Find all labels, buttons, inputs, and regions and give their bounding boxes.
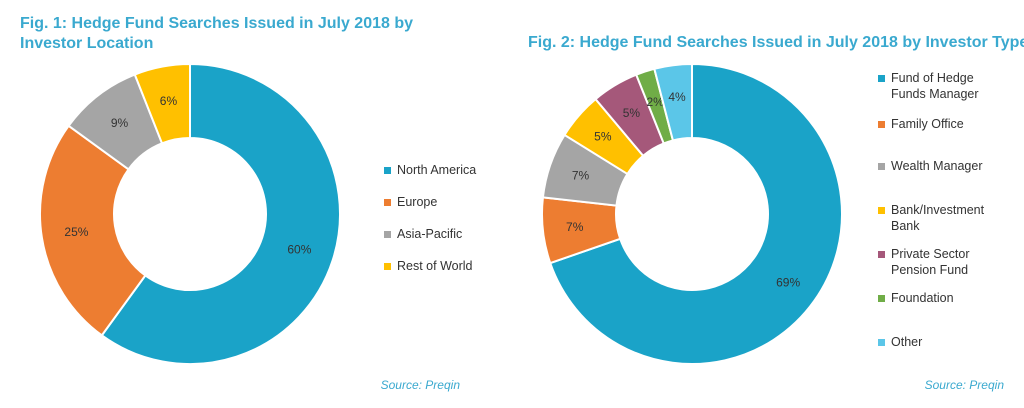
chart-2-title: Fig. 2: Hedge Fund Searches Issued in Ju… [528, 34, 1024, 51]
legend-swatch [384, 231, 391, 238]
legend-label: Wealth Manager [891, 159, 983, 173]
chart-1-slice-1 [39, 124, 147, 337]
legend-label: Rest of World [397, 259, 473, 273]
legend-label: Private Sector Pension Fund [891, 247, 970, 277]
chart-1-legend-item-3: Rest of World [384, 258, 473, 274]
chart-2-slice-0 [548, 62, 843, 365]
chart-2-source: Source: Preqin [924, 378, 1004, 392]
chart-1-title: Fig. 1: Hedge Fund Searches Issued in Ju… [20, 15, 414, 52]
legend-label: Family Office [891, 117, 964, 131]
chart-1-slice-0 [100, 62, 341, 365]
chart-1-source: Source: Preqin [380, 378, 460, 392]
chart-1-slice-label-3: 6% [160, 94, 178, 108]
legend-label: Foundation [891, 291, 954, 305]
chart-2-slice-label-1: 7% [566, 220, 584, 234]
legend-swatch [878, 75, 885, 82]
chart-2-legend-item-0: Fund of Hedge Funds Manager [878, 70, 979, 102]
chart-2-slice-label-0: 69% [776, 275, 800, 289]
legend-label: Europe [397, 195, 438, 209]
legend-swatch [878, 207, 885, 214]
chart-2-legend-item-1: Family Office [878, 116, 964, 132]
chart-1-slice-3 [133, 62, 191, 145]
chart-1-slice-label-0: 60% [287, 243, 311, 257]
chart-1-slice-label-2: 9% [111, 116, 129, 130]
legend-label: Asia-Pacific [397, 227, 463, 241]
chart-2-slice-label-5: 2% [647, 95, 665, 109]
chart-2-slice-label-6: 4% [668, 90, 686, 104]
legend-swatch [384, 263, 391, 270]
chart-2-legend-item-5: Foundation [878, 290, 954, 306]
chart-1-legend-item-1: Europe [384, 194, 437, 210]
chart-2-legend-item-6: Other [878, 334, 922, 350]
legend-swatch [384, 199, 391, 206]
legend-swatch [878, 339, 885, 346]
legend-swatch [878, 121, 885, 128]
legend-swatch [878, 163, 885, 170]
chart-2-legend-item-2: Wealth Manager [878, 158, 983, 174]
chart-2-slice-label-2: 7% [572, 168, 590, 182]
chart-2-slice-label-4: 5% [623, 106, 641, 120]
legend-swatch [878, 251, 885, 258]
legend-label: Bank/Investment Bank [891, 203, 985, 233]
legend-label: North America [397, 163, 477, 177]
chart-1-legend-item-2: Asia-Pacific [384, 226, 462, 242]
chart-2-legend-item-3: Bank/Investment Bank [878, 202, 984, 234]
legend-swatch [878, 295, 885, 302]
chart-2-slice-6 [653, 62, 693, 142]
legend-swatch [384, 167, 391, 174]
chart-1-legend-item-0: North America [384, 162, 476, 178]
chart-2-slice-label-3: 5% [594, 130, 612, 144]
chart-1-slice-label-1: 25% [64, 225, 88, 239]
chart-2-legend-item-4: Private Sector Pension Fund [878, 246, 970, 278]
legend-label: Other [891, 335, 923, 349]
legend-label: Fund of Hedge Funds Manager [891, 71, 979, 101]
